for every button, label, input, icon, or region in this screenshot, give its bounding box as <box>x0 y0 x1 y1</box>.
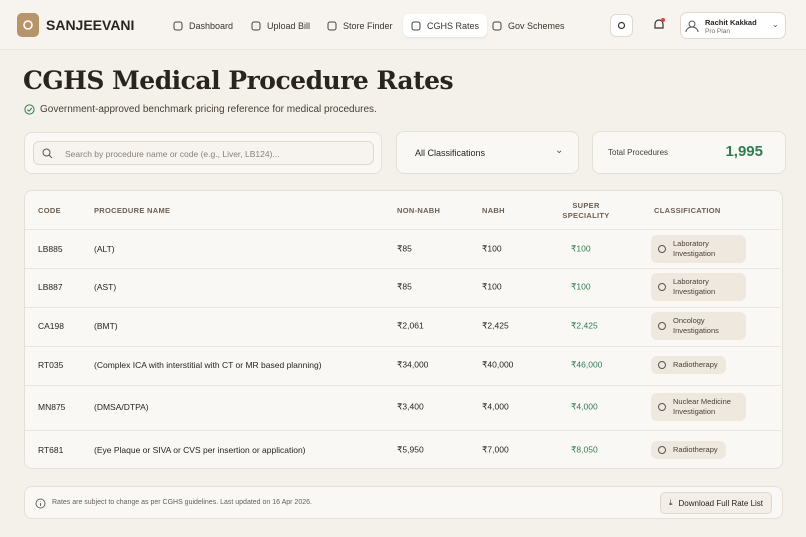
classification-badge: Nuclear Medicine Investigation <box>651 393 746 421</box>
nabh-rate: ₹2,425 <box>482 320 509 331</box>
code: LB885 <box>38 244 63 254</box>
footer-note: Rates are subject to change as per CGHS … <box>52 499 312 506</box>
classification-badge: Laboratory Investigation <box>651 235 746 263</box>
nabh-rate: ₹100 <box>482 243 502 254</box>
user-name: Rachit Kakkad <box>705 18 757 27</box>
row-divider <box>25 385 781 386</box>
nav-item[interactable]: Gov Schemes <box>484 14 573 37</box>
classification-label: Nuclear Medicine Investigation <box>673 397 731 416</box>
nav-item[interactable]: Dashboard <box>165 14 241 37</box>
page-title: CGHS Medical Procedure Rates <box>23 66 454 95</box>
user-plan: Pro Plan <box>705 28 730 35</box>
classification-label: Radiotherapy <box>673 445 718 454</box>
procedure-name: (AST) <box>94 282 117 292</box>
nav-item[interactable]: Upload Bill <box>243 14 318 37</box>
column-header: CLASSIFICATION <box>654 206 721 215</box>
non-nabh-rate: ₹3,400 <box>397 401 424 412</box>
classification-badge: Radiotherapy <box>651 441 726 459</box>
super-speciality-rate: ₹8,050 <box>571 444 598 455</box>
notifications[interactable] <box>651 17 667 33</box>
non-nabh-rate: ₹2,061 <box>397 320 424 331</box>
classification-label: Oncology Investigations <box>673 316 719 335</box>
super-speciality-rate: ₹46,000 <box>571 359 603 370</box>
chevron: ⌄ <box>772 20 779 29</box>
search-card: Search by procedure name or code (e.g., … <box>24 132 382 174</box>
nabh-rate: ₹4,000 <box>482 401 509 412</box>
nabh-rate: ₹40,000 <box>482 359 514 370</box>
total-value: 1,995 <box>725 143 763 160</box>
classification-label: Laboratory Investigation <box>673 239 716 258</box>
download-label: Download Full Rate List <box>678 498 764 508</box>
row-divider <box>25 346 781 347</box>
nabh-rate: ₹100 <box>482 281 502 292</box>
nav-label: Gov Schemes <box>508 20 565 31</box>
brand[interactable]: SANJEEVANI <box>46 17 135 33</box>
super-speciality-rate: ₹100 <box>571 243 591 254</box>
chevron: ⌄ <box>555 145 564 156</box>
footer-card: Rates are subject to change as per CGHS … <box>24 486 783 519</box>
classification-dropdown[interactable]: All Classifications ⌄ <box>396 131 579 174</box>
procedure-name: (BMT) <box>94 321 118 331</box>
column-header: CODE <box>38 206 61 215</box>
classification-badge: Radiotherapy <box>651 356 726 374</box>
super-speciality-rate: ₹2,425 <box>571 320 598 331</box>
row-divider <box>25 430 781 431</box>
classification-badge: Oncology Investigations <box>651 312 746 340</box>
nav-label: Store Finder <box>343 20 393 31</box>
column-header: NABH <box>482 206 505 215</box>
dropdown-value: All Classifications <box>415 148 486 158</box>
logo <box>17 13 39 37</box>
page-subtitle: Government-approved benchmark pricing re… <box>40 104 377 115</box>
non-nabh-rate: ₹5,950 <box>397 444 424 455</box>
code: RT681 <box>38 445 64 455</box>
non-nabh-rate: ₹85 <box>397 243 412 254</box>
code: RT035 <box>38 360 64 370</box>
code: LB887 <box>38 282 63 292</box>
search-placeholder: Search by procedure name or code (e.g., … <box>65 149 280 159</box>
code: CA198 <box>38 321 64 331</box>
check-icon <box>24 104 35 115</box>
search-input[interactable]: Search by procedure name or code (e.g., … <box>33 141 374 165</box>
total-card: Total Procedures 1,995 <box>592 131 786 174</box>
super-speciality-rate: ₹100 <box>571 281 591 292</box>
user-menu[interactable]: Rachit Kakkad Pro Plan ⌄ <box>680 12 786 39</box>
classification-label: Laboratory Investigation <box>673 277 716 296</box>
download-button[interactable]: ⤓ Download Full Rate List <box>660 492 772 514</box>
theme-toggle[interactable] <box>610 14 633 37</box>
nav-label: CGHS Rates <box>427 20 480 31</box>
column-header: NON-NABH <box>397 206 441 215</box>
column-header: PROCEDURE NAME <box>94 206 171 215</box>
nav-label: Dashboard <box>189 20 234 31</box>
nabh-rate: ₹7,000 <box>482 444 509 455</box>
super-speciality-rate: ₹4,000 <box>571 401 598 412</box>
procedure-name: (Complex ICA with interstitial with CT o… <box>94 360 322 370</box>
total-label: Total Procedures <box>608 148 669 157</box>
classification-label: Radiotherapy <box>673 360 718 369</box>
procedure-name: (DMSA/DTPA) <box>94 402 149 412</box>
column-header: SUPER SPECIALITY <box>562 201 610 220</box>
code: MN875 <box>38 402 66 412</box>
row-divider <box>25 229 781 230</box>
nav-item[interactable]: CGHS Rates <box>403 14 488 37</box>
non-nabh-rate: ₹34,000 <box>397 359 429 370</box>
non-nabh-rate: ₹85 <box>397 281 412 292</box>
procedure-name: (Eye Plaque or SIVA or CVS per insertion… <box>94 445 306 455</box>
row-divider <box>25 268 781 269</box>
nav-label: Upload Bill <box>267 20 311 31</box>
classification-badge: Laboratory Investigation <box>651 273 746 301</box>
nav-item[interactable]: Store Finder <box>319 14 401 37</box>
row-divider <box>25 307 781 308</box>
procedure-name: (ALT) <box>94 244 115 254</box>
